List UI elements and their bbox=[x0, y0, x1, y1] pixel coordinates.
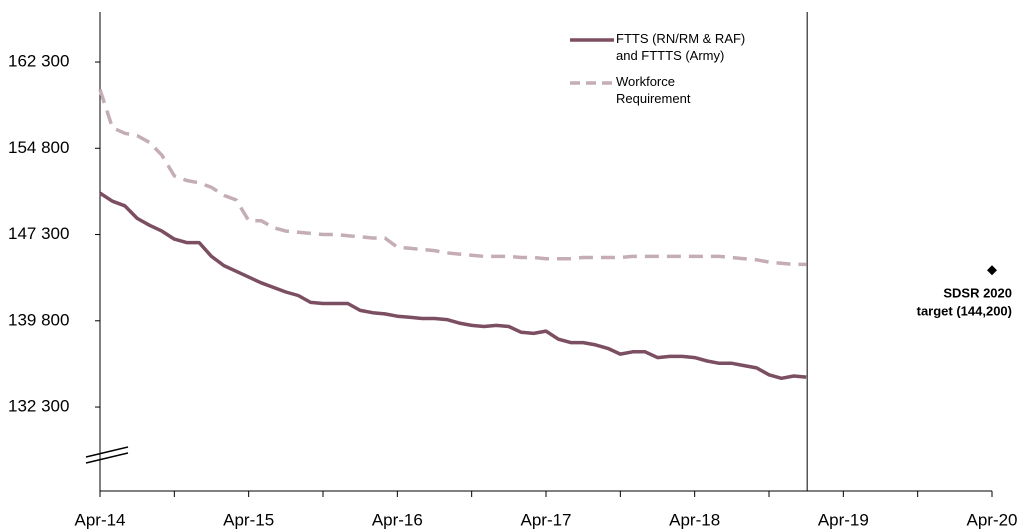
legend-line: and FTTTS (Army) bbox=[616, 48, 724, 63]
x-tick-label: Apr-16 bbox=[372, 510, 423, 529]
y-tick-label: 154 800 bbox=[8, 138, 69, 157]
legend-line: Workforce bbox=[616, 74, 675, 89]
y-tick-label: 132 300 bbox=[8, 397, 69, 416]
legend-label: Workforce Requirement bbox=[616, 74, 691, 106]
x-tick-label: Apr-20 bbox=[966, 510, 1017, 529]
annotation-text: SDSR 2020 bbox=[943, 286, 1012, 301]
target-marker bbox=[987, 265, 997, 276]
axis-break bbox=[85, 446, 129, 458]
legend-line: FTTS (RN/RM & RAF) bbox=[616, 31, 745, 46]
series-line bbox=[99, 191, 807, 381]
axis-break bbox=[85, 452, 129, 464]
x-tick-label: Apr-17 bbox=[520, 510, 571, 529]
x-tick-label: Apr-14 bbox=[74, 510, 125, 529]
legend-line: Requirement bbox=[616, 91, 691, 106]
y-tick-label: 162 300 bbox=[8, 52, 69, 71]
x-tick-label: Apr-18 bbox=[669, 510, 720, 529]
legend-label: FTTS (RN/RM & RAF) and FTTTS (Army) bbox=[616, 31, 745, 63]
annotation-text: target (144,200) bbox=[917, 304, 1012, 319]
x-tick-label: Apr-15 bbox=[223, 510, 274, 529]
series-line bbox=[98, 89, 807, 267]
y-tick-label: 139 800 bbox=[8, 310, 69, 329]
y-tick-label: 147 300 bbox=[8, 224, 69, 243]
x-tick-label: Apr-19 bbox=[818, 510, 869, 529]
